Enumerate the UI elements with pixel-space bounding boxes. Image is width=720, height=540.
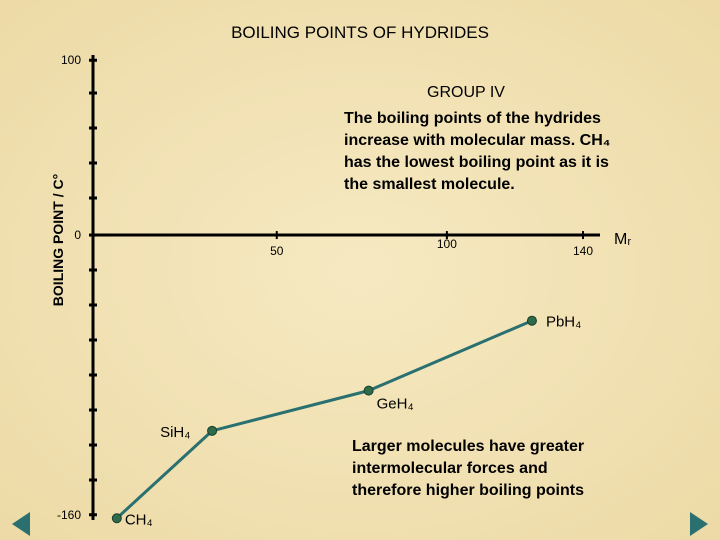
x-tick-label: 50 (270, 244, 284, 258)
point-label: PbH₄ (546, 314, 581, 331)
y-tick-label: -160 (57, 508, 81, 522)
chart-subtitle: GROUP IV (427, 84, 505, 101)
annotation: the smallest molecule. (344, 176, 515, 193)
prev-button[interactable] (12, 512, 30, 536)
annotation: Larger molecules have greater (352, 438, 584, 455)
data-point (363, 385, 374, 396)
data-point (207, 425, 218, 436)
annotation: intermolecular forces and (352, 460, 548, 477)
annotation: increase with molecular mass. CH₄ (344, 132, 610, 149)
point-label: GeH₄ (377, 396, 414, 413)
y-tick-label: 0 (74, 228, 81, 242)
data-line (115, 319, 533, 520)
annotation: has the lowest boiling point as it is (344, 154, 609, 171)
point-label: SiH₄ (160, 424, 190, 441)
y-axis-label: BOILING POINT / C° (50, 174, 66, 306)
data-point (111, 513, 122, 524)
y-tick-label: 100 (61, 53, 81, 67)
chart-title: BOILING POINTS OF HYDRIDES (231, 23, 489, 42)
x-axis-label: Mᵣ (614, 231, 631, 248)
x-tick-label: 100 (437, 237, 457, 251)
data-point (526, 315, 537, 326)
point-label: CH₄ (125, 511, 153, 528)
x-tick-label: 140 (573, 244, 593, 258)
next-button[interactable] (690, 512, 708, 536)
annotation: therefore higher boiling points (352, 482, 584, 499)
annotation: The boiling points of the hydrides (344, 110, 601, 127)
